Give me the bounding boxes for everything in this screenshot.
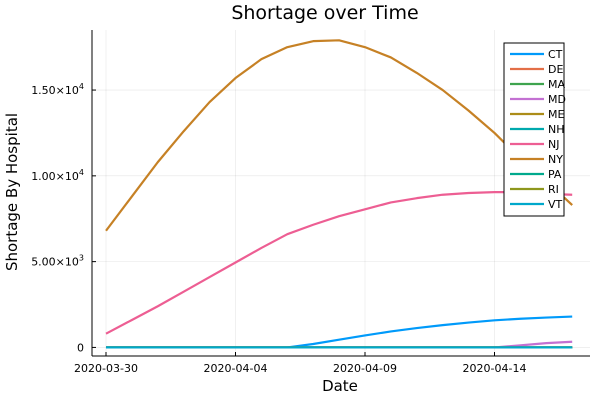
x-tick-label: 2020-04-04 (204, 362, 268, 375)
x-axis-label: Date (322, 377, 358, 395)
chart-title: Shortage over Time (231, 2, 418, 24)
y-tick-labels: 0 5.00×103 1.00×104 1.50×104 (31, 82, 84, 354)
legend-label: MA (548, 78, 565, 91)
x-tick-label: 2020-03-30 (74, 362, 138, 375)
x-tick-label: 2020-04-14 (463, 362, 527, 375)
y-axis-label: Shortage By Hospital (3, 113, 21, 271)
y-tick-label: 1.50×104 (31, 82, 84, 97)
y-tick-label: 5.00×103 (31, 254, 84, 269)
legend-label: VT (548, 198, 563, 211)
x-tick-label: 2020-04-09 (333, 362, 397, 375)
legend-label: NH (548, 123, 565, 136)
y-tick-label: 0 (77, 341, 84, 354)
series-line-nj (105, 191, 573, 335)
series-line-ct (106, 315, 573, 349)
series-line-ny (105, 39, 573, 232)
legend-label: CT (548, 48, 563, 61)
legend-label: DE (548, 63, 563, 76)
legend-label: ME (548, 108, 564, 121)
x-tick-labels: 2020-03-30 2020-04-04 2020-04-09 2020-04-14 (74, 362, 526, 375)
legend-label: PA (548, 168, 562, 181)
legend-label: NJ (548, 138, 559, 151)
axes (91, 30, 590, 357)
legend-label: MD (548, 93, 566, 106)
legend-label: RI (548, 183, 559, 196)
series-lines (105, 39, 573, 349)
legend-label: NY (548, 153, 563, 166)
y-tick-label: 1.00×104 (31, 168, 84, 183)
legend: CT DE MA MD ME NH NJ NY PA RI VT (503, 42, 566, 217)
